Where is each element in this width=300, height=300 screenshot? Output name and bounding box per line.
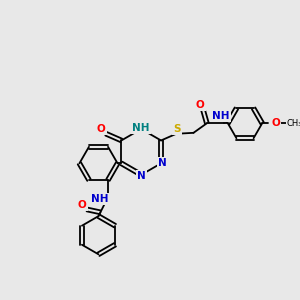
Text: NH: NH (212, 111, 230, 121)
Text: NH: NH (91, 194, 108, 204)
Text: O: O (196, 100, 205, 110)
Text: O: O (97, 124, 106, 134)
Text: O: O (271, 118, 280, 128)
Text: NH: NH (133, 123, 150, 133)
Text: CH₃: CH₃ (287, 119, 300, 128)
Text: N: N (158, 158, 166, 168)
Text: S: S (173, 124, 181, 134)
Text: N: N (137, 171, 146, 181)
Text: O: O (78, 200, 87, 210)
